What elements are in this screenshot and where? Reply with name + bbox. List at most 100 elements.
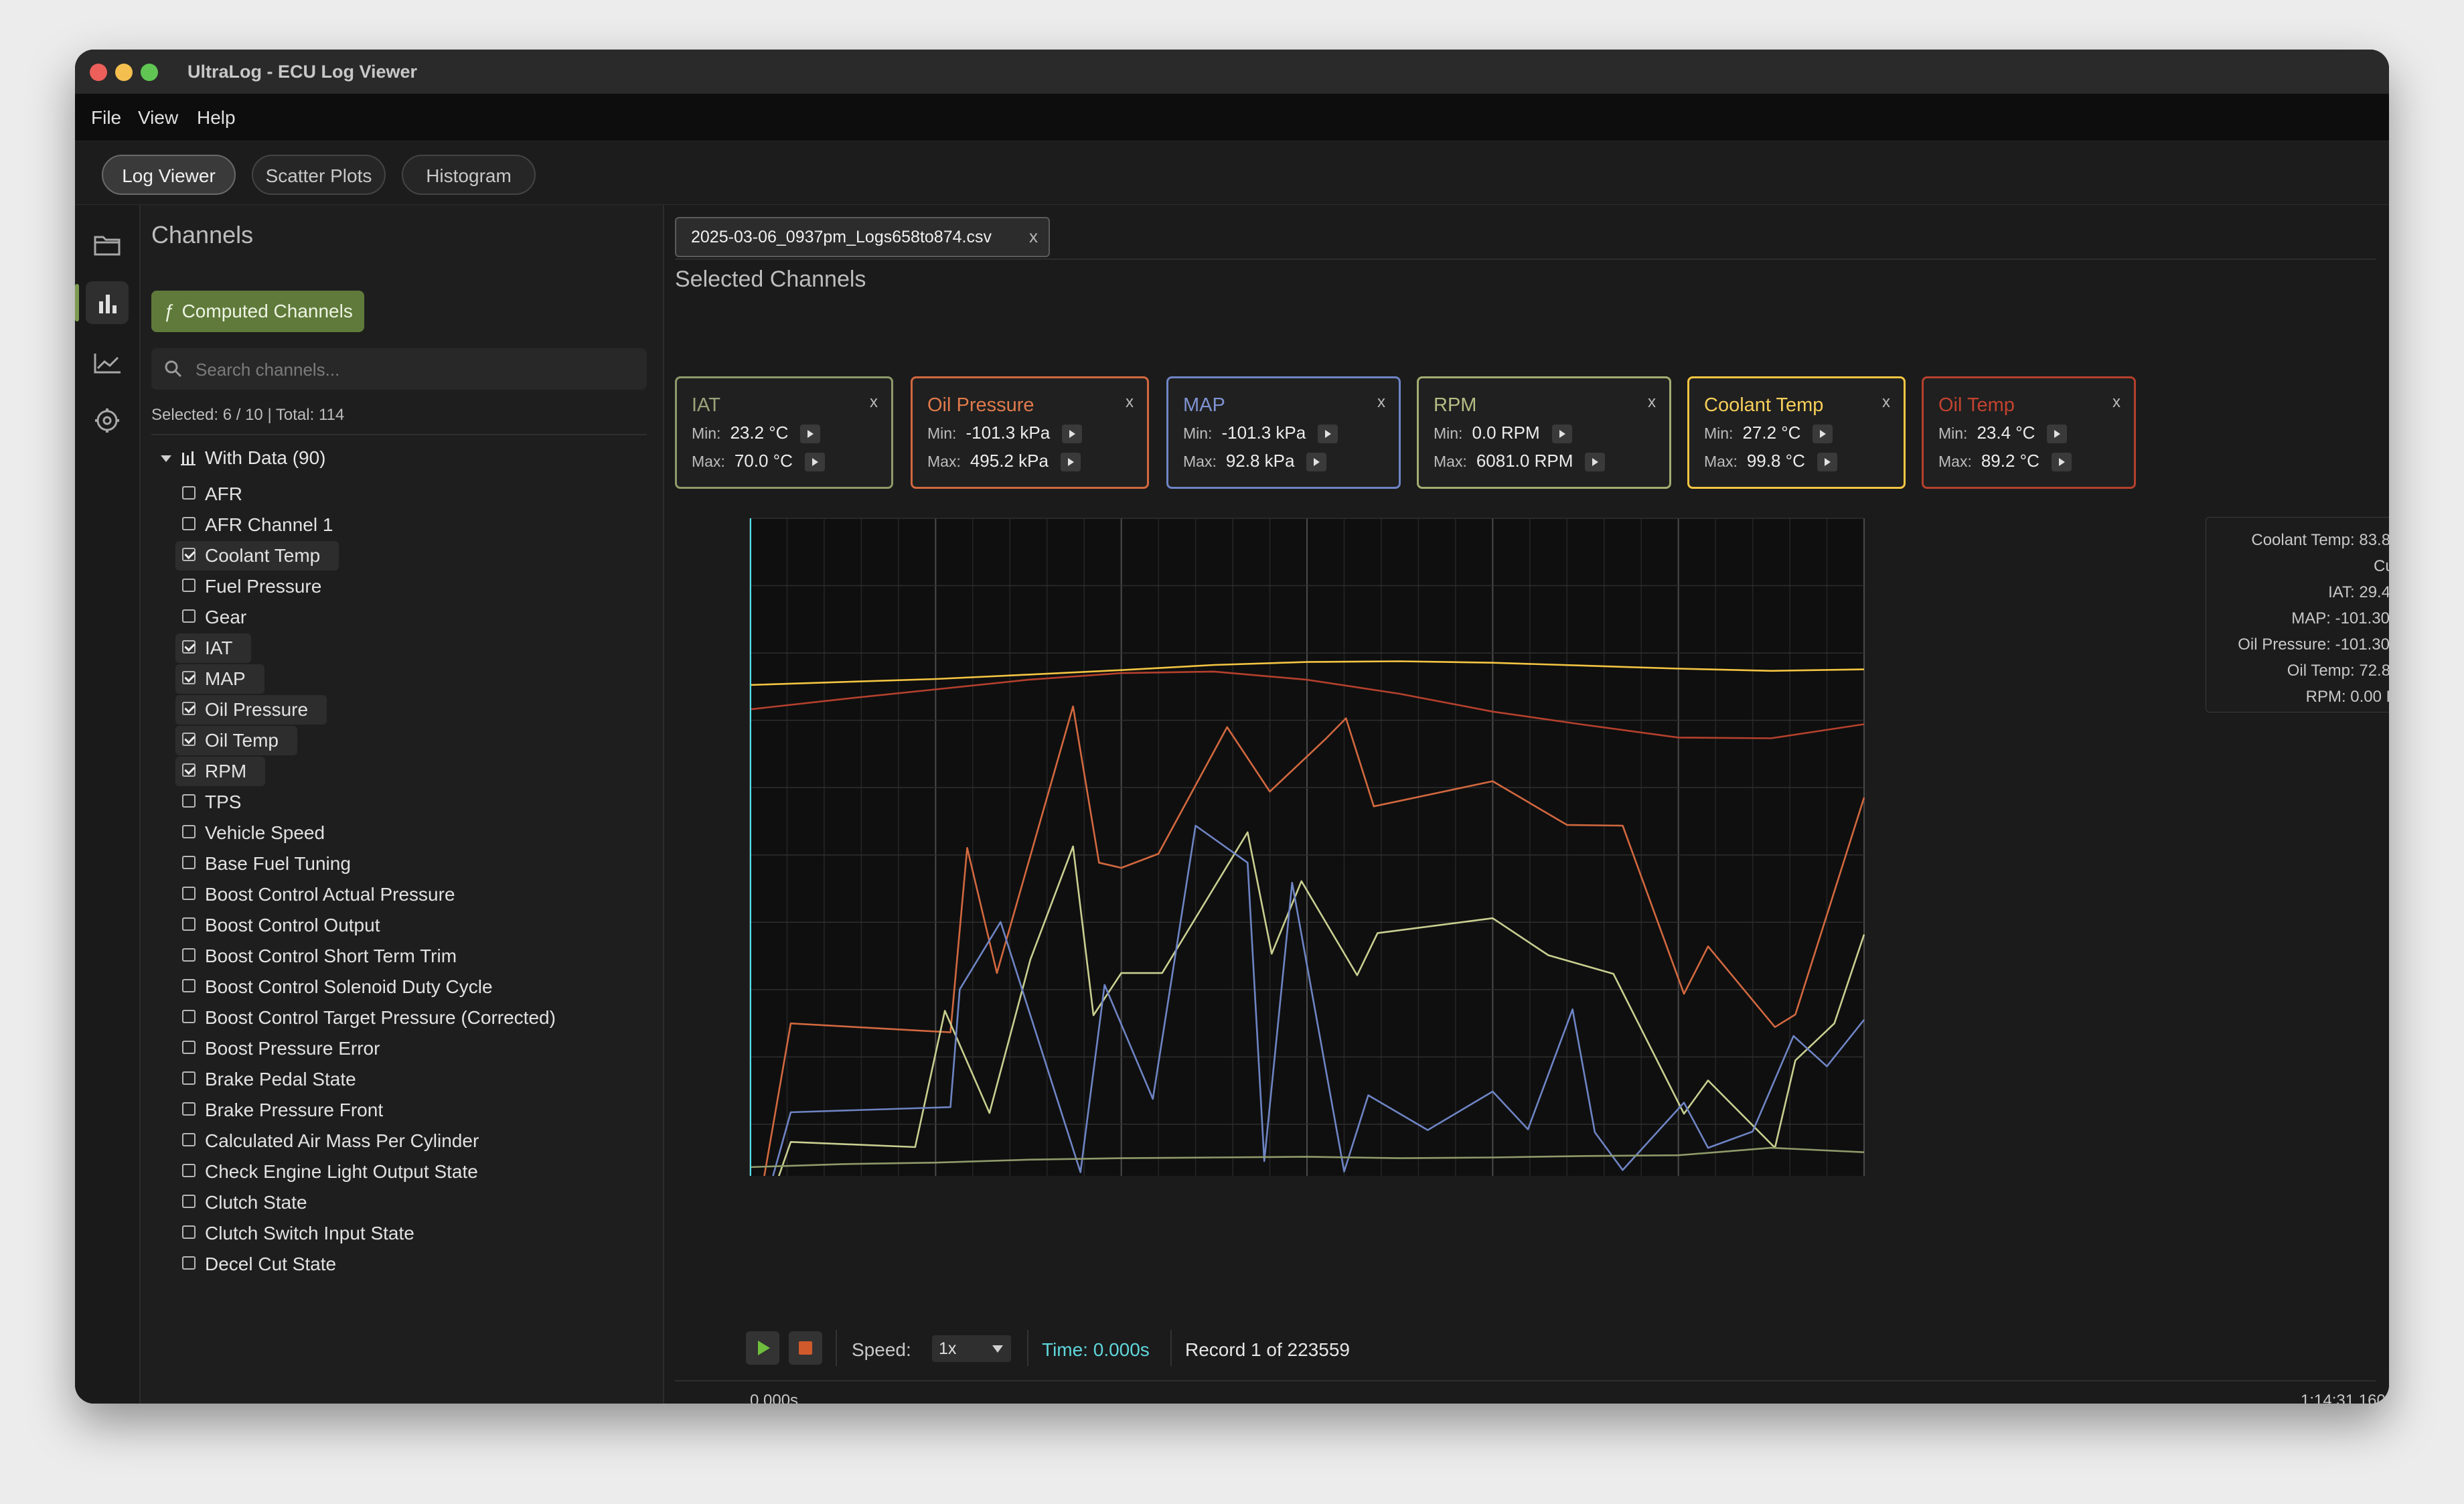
checkbox-checked[interactable]	[182, 763, 196, 777]
channel-label: Fuel Pressure	[205, 576, 322, 597]
checkbox-checked[interactable]	[182, 702, 196, 715]
tab-log-viewer[interactable]: Log Viewer	[102, 155, 236, 195]
channel-item[interactable]: Oil Temp	[175, 726, 297, 755]
jump-to-min-button[interactable]	[1062, 425, 1083, 444]
jump-to-min-button[interactable]	[1318, 425, 1338, 444]
card-remove-button[interactable]: x	[1377, 393, 1385, 411]
stop-button[interactable]	[789, 1331, 822, 1365]
computed-channels-button[interactable]: ƒ Computed Channels	[151, 291, 364, 332]
series-line-coolant-temp	[749, 660, 1865, 686]
card-remove-button[interactable]: x	[2112, 393, 2121, 411]
card-min-row: Min: 0.0 RPM	[1434, 423, 1572, 444]
card-remove-button[interactable]: x	[870, 393, 878, 411]
checkbox-unchecked[interactable]	[182, 1164, 196, 1177]
checkbox-checked[interactable]	[182, 671, 196, 684]
zoom-window-button[interactable]	[141, 64, 158, 81]
checkbox-unchecked[interactable]	[182, 917, 196, 931]
max-label: Max:	[1704, 453, 1738, 470]
checkbox-unchecked[interactable]	[182, 1256, 196, 1270]
card-remove-button[interactable]: x	[1648, 393, 1656, 411]
checkbox-unchecked[interactable]	[182, 856, 196, 869]
file-tab-close-button[interactable]: x	[1029, 226, 1038, 246]
channel-card: Coolant Temp x Min: 27.2 °C Max: 99.8 °C	[1687, 376, 1906, 489]
channel-item[interactable]: IAT	[175, 633, 251, 663]
checkbox-unchecked[interactable]	[182, 486, 196, 500]
channel-label: Base Fuel Tuning	[205, 853, 351, 874]
channel-label: Boost Control Target Pressure (Corrected…	[205, 1007, 556, 1028]
close-window-button[interactable]	[90, 64, 107, 81]
jump-to-max-button[interactable]	[1585, 453, 1606, 472]
jump-to-min-button[interactable]	[800, 425, 821, 444]
jump-to-max-button[interactable]	[1817, 453, 1837, 472]
checkbox-unchecked[interactable]	[182, 579, 196, 592]
checkbox-unchecked[interactable]	[182, 825, 196, 838]
card-max-row: Max: 6081.0 RPM	[1434, 451, 1606, 472]
checkbox-unchecked[interactable]	[182, 1102, 196, 1116]
channel-label: Boost Control Short Term Trim	[205, 946, 457, 966]
card-channel-name: Oil Pressure	[927, 394, 1034, 416]
channel-item[interactable]: Coolant Temp	[175, 541, 339, 571]
channel-item[interactable]: Oil Pressure	[175, 695, 327, 725]
menu-view[interactable]: View	[138, 107, 179, 128]
log-chart[interactable]: 01020304050	[664, 205, 2389, 1176]
tab-scatter-plots[interactable]: Scatter Plots	[252, 155, 386, 195]
card-min-row: Min: 23.4 °C	[1938, 423, 2068, 444]
channel-label: Boost Control Output	[205, 915, 380, 935]
card-min-value: 27.2 °C	[1742, 423, 1801, 443]
checkbox-unchecked[interactable]	[182, 517, 196, 530]
checkbox-unchecked[interactable]	[182, 948, 196, 962]
checkbox-unchecked[interactable]	[182, 1041, 196, 1054]
jump-to-max-button[interactable]	[1306, 453, 1327, 472]
jump-to-min-button[interactable]	[1551, 425, 1572, 444]
checkbox-unchecked[interactable]	[182, 609, 196, 623]
jump-to-max-button[interactable]	[1060, 453, 1081, 472]
jump-to-min-button[interactable]	[1813, 425, 1833, 444]
controls-separator	[836, 1330, 837, 1366]
checkbox-checked[interactable]	[182, 640, 196, 654]
checkbox-unchecked[interactable]	[182, 1010, 196, 1023]
selection-count: Selected: 6 / 10 | Total: 114	[151, 406, 345, 424]
jump-to-max-button[interactable]	[804, 453, 825, 472]
channel-item[interactable]: MAP	[175, 664, 264, 694]
card-channel-name: Oil Temp	[1938, 394, 2015, 416]
checkbox-unchecked[interactable]	[182, 1071, 196, 1085]
checkbox-checked[interactable]	[182, 733, 196, 746]
jump-to-max-button[interactable]	[2051, 453, 2072, 472]
folder-icon[interactable]	[86, 222, 129, 265]
checkbox-unchecked[interactable]	[182, 1225, 196, 1239]
speed-value: 1x	[939, 1339, 957, 1358]
bar-chart-icon[interactable]	[75, 281, 129, 324]
series-line-map	[772, 824, 1865, 1176]
channel-card: Oil Temp x Min: 23.4 °C Max: 89.2 °C	[1922, 376, 2136, 489]
card-max-value: 495.2 kPa	[970, 451, 1049, 471]
window-title: UltraLog - ECU Log Viewer	[187, 62, 418, 82]
menu-help[interactable]: Help	[197, 107, 236, 128]
function-icon: ƒ	[163, 301, 174, 321]
line-chart-icon[interactable]	[86, 340, 129, 383]
minimize-window-button[interactable]	[115, 64, 133, 81]
checkbox-unchecked[interactable]	[182, 1195, 196, 1208]
sidebar-divider	[151, 434, 647, 435]
jump-to-min-button[interactable]	[2047, 425, 2068, 444]
card-remove-button[interactable]: x	[1882, 393, 1890, 411]
checkbox-unchecked[interactable]	[182, 887, 196, 900]
search-input[interactable]	[194, 348, 639, 391]
channel-label: Boost Control Actual Pressure	[205, 884, 455, 905]
channel-label: AFR	[205, 483, 242, 504]
checkbox-checked[interactable]	[182, 548, 196, 561]
speed-select[interactable]: 1x	[932, 1335, 1011, 1362]
controls-separator	[1170, 1330, 1172, 1366]
channel-item[interactable]: RPM	[175, 757, 265, 786]
card-min-value: -101.3 kPa	[966, 423, 1051, 443]
checkbox-unchecked[interactable]	[182, 979, 196, 992]
play-button[interactable]	[746, 1331, 779, 1365]
settings-gear-icon[interactable]	[86, 399, 129, 442]
checkbox-unchecked[interactable]	[182, 794, 196, 808]
menu-file[interactable]: File	[91, 107, 122, 128]
channel-card: IAT x Min: 23.2 °C Max: 70.0 °C	[675, 376, 893, 489]
file-tab[interactable]: 2025-03-06_0937pm_Logs658to874.csv x	[675, 217, 1050, 257]
card-remove-button[interactable]: x	[1126, 393, 1134, 411]
tab-histogram[interactable]: Histogram	[402, 155, 536, 195]
legend-entry: Cursor	[2373, 557, 2389, 575]
checkbox-unchecked[interactable]	[182, 1133, 196, 1146]
